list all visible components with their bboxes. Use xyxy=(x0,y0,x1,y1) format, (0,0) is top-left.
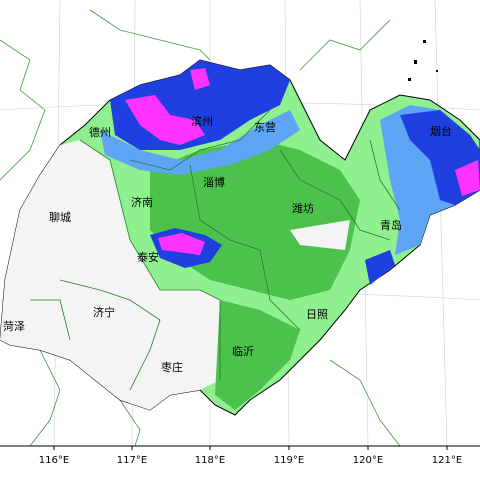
city-label: 泰安 xyxy=(137,250,159,264)
longitude-label: 118°E xyxy=(195,455,225,466)
rain-area xyxy=(100,110,300,175)
city-label: 潍坊 xyxy=(292,201,314,215)
city-label: 烟台 xyxy=(430,124,452,138)
no-rain-area xyxy=(0,140,220,410)
longitude-label: 121°E xyxy=(432,455,462,466)
city-label: 青岛 xyxy=(380,218,402,232)
heavy-rain-area xyxy=(365,250,395,285)
no-rain-area xyxy=(290,220,350,250)
rain-area xyxy=(215,300,300,410)
outer-boundaries xyxy=(0,9,401,447)
longitude-label: 117°E xyxy=(117,455,147,466)
city-label: 日照 xyxy=(306,308,328,321)
storm-area xyxy=(158,233,205,255)
islands xyxy=(408,40,438,81)
city-label: 枣庄 xyxy=(161,360,183,374)
storm-area xyxy=(125,95,205,145)
storm-area xyxy=(455,160,480,196)
city-label: 济宁 xyxy=(93,305,115,319)
city-boundaries xyxy=(30,109,401,391)
city-label: 滨州 xyxy=(191,114,213,128)
city-label: 济南 xyxy=(131,195,153,209)
city-label: 淄博 xyxy=(203,176,225,189)
city-label: 临沂 xyxy=(232,344,254,358)
longitude-label: 119°E xyxy=(274,455,304,466)
storm-area xyxy=(190,68,210,90)
longitude-label: 116°E xyxy=(39,455,69,466)
city-label: 德州 xyxy=(89,125,111,139)
city-label: 菏泽 xyxy=(3,320,25,333)
longitude-axis: 116°E 117°E 118°E 119°E 120°E 121°E xyxy=(0,445,480,466)
city-label: 东营 xyxy=(254,120,276,134)
longitude-label: 120°E xyxy=(353,455,383,466)
city-label: 聊城 xyxy=(49,210,71,224)
